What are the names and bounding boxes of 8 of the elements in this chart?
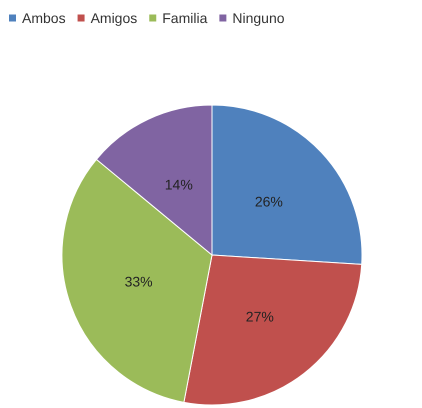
legend-label: Amigos bbox=[90, 10, 138, 26]
data-label: 26% bbox=[254, 194, 283, 210]
data-label: 27% bbox=[246, 308, 274, 325]
data-label: 14% bbox=[164, 176, 193, 192]
legend-label: Familia bbox=[162, 10, 208, 26]
legend-label: Ambos bbox=[22, 10, 66, 26]
data-label: 33% bbox=[124, 273, 153, 290]
legend-label: Ninguno bbox=[232, 10, 285, 26]
